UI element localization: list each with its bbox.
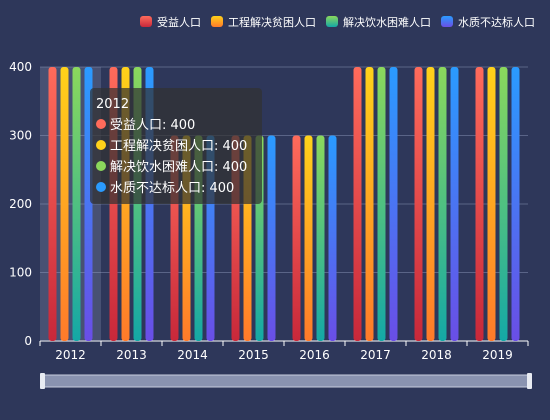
x-tick-label: 2019 [482, 348, 513, 362]
tooltip-marker [96, 161, 106, 171]
tooltip-marker [96, 140, 106, 150]
slider-track[interactable] [42, 374, 530, 388]
legend-item[interactable]: 解决饮水困难人口 [326, 15, 431, 29]
bar[interactable] [48, 67, 57, 341]
tooltip: 2012 受益人口: 400 工程解决贫困人口: 400 解决饮水困难人口: 400 水… [90, 88, 262, 204]
tooltip-marker [96, 119, 106, 129]
bar[interactable] [499, 67, 508, 341]
bar[interactable] [72, 67, 81, 341]
legend-label: 受益人口 [157, 15, 201, 29]
legend: 受益人口 工程解决贫困人口 解决饮水困难人口 水质不达标人口 [140, 15, 535, 29]
legend-swatch [441, 16, 453, 27]
legend-label: 工程解决贫困人口 [228, 15, 316, 29]
bar[interactable] [475, 67, 484, 341]
bar[interactable] [353, 67, 362, 341]
tooltip-box [90, 88, 262, 204]
slider-handle-right[interactable] [527, 373, 532, 389]
y-tick-label: 300 [9, 129, 32, 143]
bar[interactable] [389, 67, 398, 341]
legend-swatch [326, 16, 338, 27]
tooltip-row: 水质不达标人口: 400 [110, 181, 234, 196]
data-zoom-slider[interactable] [40, 373, 532, 389]
bar[interactable] [414, 67, 423, 341]
bar[interactable] [304, 135, 313, 342]
legend-label: 解决饮水困难人口 [343, 15, 431, 29]
legend-item[interactable]: 水质不达标人口 [441, 15, 535, 29]
bar[interactable] [511, 67, 520, 341]
tooltip-row: 受益人口: 400 [110, 118, 195, 133]
tooltip-marker [96, 182, 106, 192]
bar[interactable] [328, 135, 337, 342]
x-axis: 2012 2013 2014 2015 2016 2017 2018 2019 [39, 340, 529, 362]
x-tick-label: 2014 [177, 348, 208, 362]
slider-handle-left[interactable] [40, 373, 45, 389]
bar[interactable] [487, 67, 496, 341]
bar[interactable] [316, 135, 325, 342]
bar[interactable] [60, 67, 69, 341]
bar[interactable] [267, 135, 276, 342]
x-tick-label: 2016 [299, 348, 330, 362]
tooltip-title: 2012 [96, 97, 129, 112]
x-tick-label: 2018 [421, 348, 452, 362]
y-tick-label: 200 [9, 197, 32, 211]
bar[interactable] [377, 67, 386, 341]
legend-swatch [211, 16, 223, 27]
legend-label: 水质不达标人口 [458, 15, 535, 29]
y-tick-label: 0 [24, 334, 32, 348]
legend-item[interactable]: 工程解决贫困人口 [211, 15, 316, 29]
bar[interactable] [292, 135, 301, 342]
bar[interactable] [365, 67, 374, 341]
y-tick-label: 100 [9, 266, 32, 280]
legend-item[interactable]: 受益人口 [140, 15, 201, 29]
tooltip-row: 解决饮水困难人口: 400 [110, 160, 247, 175]
y-tick-label: 400 [9, 60, 32, 74]
x-tick-label: 2017 [360, 348, 391, 362]
y-axis: 0 100 200 300 400 [9, 60, 32, 348]
x-tick-label: 2015 [238, 348, 269, 362]
x-tick-label: 2012 [55, 348, 86, 362]
legend-swatch [140, 16, 152, 27]
bar[interactable] [426, 67, 435, 341]
bar[interactable] [450, 67, 459, 341]
tooltip-row: 工程解决贫困人口: 400 [110, 138, 247, 154]
x-tick-label: 2013 [116, 348, 147, 362]
bar[interactable] [438, 67, 447, 341]
